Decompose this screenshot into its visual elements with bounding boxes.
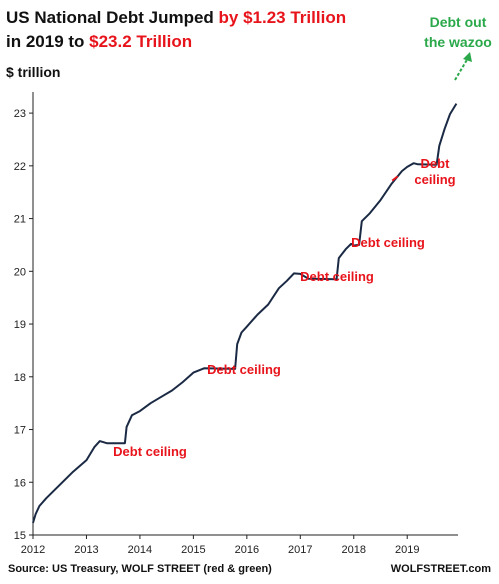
- x-tick-label: 2015: [181, 544, 205, 556]
- y-axis-label: $ trillion: [6, 64, 61, 80]
- callout-arrow-shaft: [454, 57, 469, 81]
- debt-ceiling-annotation: Debt ceiling: [351, 235, 425, 250]
- callout-text: Debt out the wazoo: [420, 12, 496, 52]
- y-tick-label: 20: [14, 266, 26, 278]
- x-tick-label: 2018: [342, 544, 366, 556]
- y-tick-label: 16: [14, 477, 26, 489]
- x-tick-label: 2019: [395, 544, 419, 556]
- brand-text: WOLFSTREET.com: [390, 563, 491, 575]
- y-tick-label: 19: [14, 319, 26, 331]
- chart-title: US National Debt Jumped by $1.23 Trillio…: [6, 6, 426, 54]
- tick-labels: 15 16 17 18 19 20 21 22 23 2012 2013 2014 2015 2016 20…: [14, 108, 420, 556]
- series-layer: [32, 103, 458, 524]
- source-text: Source: US Treasury, WOLF STREET (red & …: [8, 563, 272, 575]
- debt-series-line: [32, 103, 458, 524]
- y-tick-label: 17: [14, 425, 26, 437]
- footer: Source: US Treasury, WOLF STREET (red & …: [0, 560, 499, 584]
- x-tick-label: 2016: [235, 544, 259, 556]
- x-tick-label: 2012: [21, 544, 45, 556]
- debt-ceiling-annotation: ceiling: [414, 172, 455, 187]
- debt-ceiling-annotation: Debt ceiling: [113, 444, 187, 459]
- callout-line-2: the wazoo: [424, 34, 492, 50]
- axes: [32, 92, 458, 536]
- callout-arrow-head: [463, 52, 472, 62]
- x-tick-label: 2017: [288, 544, 312, 556]
- x-tick-label: 2013: [74, 544, 98, 556]
- debt-ceiling-annotation: Debt: [421, 156, 451, 171]
- y-tick-label: 23: [14, 108, 26, 120]
- callout-line-1: Debt out: [429, 14, 487, 30]
- title-part-4: $23.2 Trillion: [89, 32, 193, 51]
- annotations-layer: Debt ceiling Debt ceiling Debt ceiling Debt…: [113, 156, 455, 459]
- y-tick-label: 21: [14, 214, 26, 226]
- y-tick-label: 22: [14, 161, 26, 173]
- red-marker: [391, 175, 399, 182]
- title-part-3: in 2019 to: [6, 32, 90, 51]
- debt-ceiling-annotation: Debt ceiling: [300, 269, 374, 284]
- x-tick-label: 2014: [128, 544, 152, 556]
- title-part-2: by $1.23 Trillion: [218, 8, 347, 27]
- debt-ceiling-annotation: Debt ceiling: [207, 362, 281, 377]
- y-tick-label: 15: [14, 530, 26, 542]
- callout-arrow: [454, 52, 472, 81]
- title-part-1: US National Debt Jumped: [6, 8, 219, 27]
- y-tick-label: 18: [14, 372, 26, 384]
